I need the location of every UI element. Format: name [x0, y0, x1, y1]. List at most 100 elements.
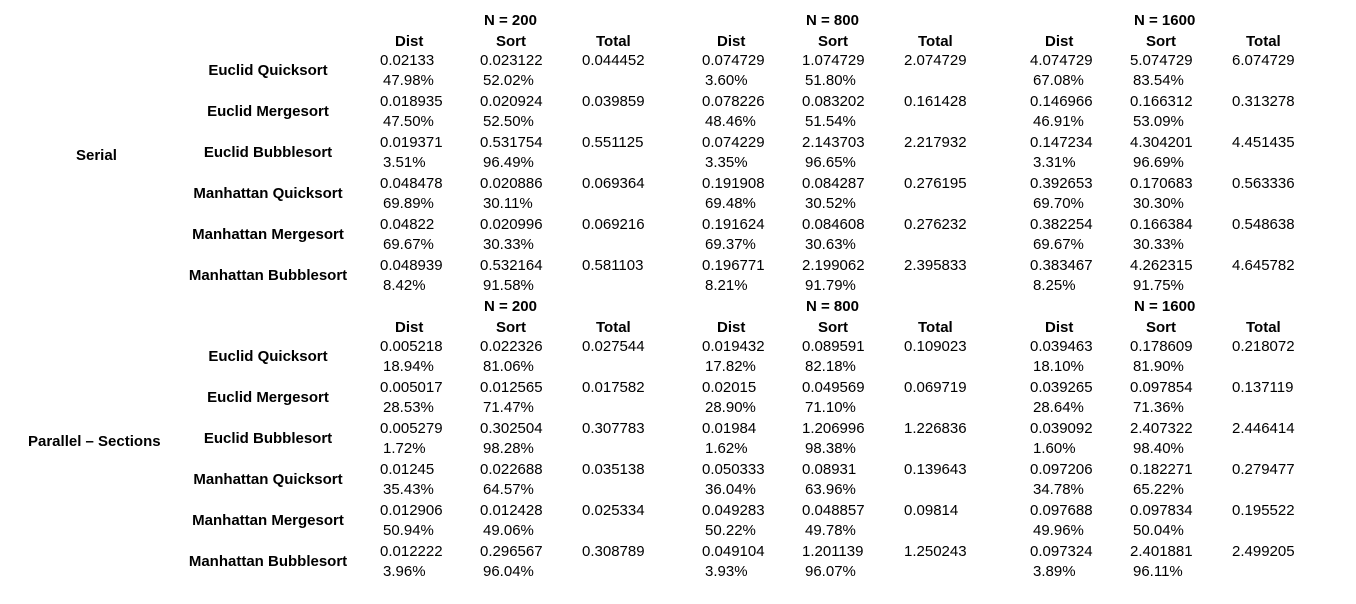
n-header: N = 1600 — [1134, 298, 1196, 315]
dist-percent: 67.08% — [1033, 72, 1084, 89]
sort-percent: 98.40% — [1133, 440, 1184, 457]
dist-value: 0.074729 — [702, 52, 765, 69]
sort-value: 0.012428 — [480, 502, 543, 519]
dist-value: 0.050333 — [702, 461, 765, 478]
sort-percent: 96.69% — [1133, 154, 1184, 171]
dist-percent: 8.25% — [1033, 277, 1076, 294]
dist-percent: 35.43% — [383, 481, 434, 498]
total-value: 0.044452 — [582, 52, 645, 69]
total-value: 0.069216 — [582, 216, 645, 233]
total-value: 1.226836 — [904, 420, 967, 437]
dist-percent: 18.10% — [1033, 358, 1084, 375]
row-label: Euclid Quicksort — [208, 348, 328, 365]
sort-percent: 96.65% — [805, 154, 856, 171]
dist-value: 0.019371 — [380, 134, 443, 151]
total-value: 0.218072 — [1232, 338, 1295, 355]
total-value: 0.09814 — [904, 502, 959, 519]
sort-value: 0.302504 — [480, 420, 543, 437]
dist-value: 0.049104 — [702, 543, 765, 560]
total-value: 2.217932 — [904, 134, 967, 151]
dist-percent: 3.35% — [705, 154, 748, 171]
total-value: 0.563336 — [1232, 175, 1295, 192]
sort-percent: 30.33% — [483, 236, 534, 253]
dist-percent: 1.62% — [705, 440, 748, 457]
sort-value: 2.143703 — [802, 134, 865, 151]
row-label: Euclid Bubblesort — [203, 430, 333, 447]
dist-percent: 47.50% — [383, 113, 434, 130]
dist-value: 0.048939 — [380, 257, 443, 274]
total-value: 2.499205 — [1232, 543, 1295, 560]
row-label: Manhattan Mergesort — [192, 226, 344, 243]
sort-percent: 52.50% — [483, 113, 534, 130]
dist-percent: 50.22% — [705, 522, 756, 539]
total-value: 0.581103 — [582, 257, 644, 274]
sort-value: 0.166312 — [1130, 93, 1193, 110]
sort-value: 0.089591 — [802, 338, 865, 355]
dist-percent: 46.91% — [1033, 113, 1084, 130]
n-header: N = 200 — [484, 298, 537, 315]
sort-value: 2.407322 — [1130, 420, 1193, 437]
dist-value: 0.147234 — [1030, 134, 1093, 151]
sort-percent: 91.79% — [805, 277, 856, 294]
dist-value: 0.196771 — [702, 257, 765, 274]
sort-header: Sort — [1146, 33, 1176, 50]
total-value: 0.035138 — [582, 461, 645, 478]
total-value: 0.139643 — [904, 461, 967, 478]
dist-value: 0.074229 — [702, 134, 765, 151]
dist-percent: 28.90% — [705, 399, 756, 416]
dist-value: 0.01245 — [380, 461, 435, 478]
sort-percent: 51.80% — [805, 72, 856, 89]
dist-percent: 8.42% — [383, 277, 426, 294]
sort-value: 4.304201 — [1130, 134, 1193, 151]
total-header: Total — [1246, 33, 1281, 50]
sort-header: Sort — [818, 33, 848, 50]
sort-percent: 96.04% — [483, 563, 534, 580]
row-label: Manhattan Bubblesort — [188, 553, 348, 570]
total-value: 6.074729 — [1232, 52, 1295, 69]
n-header: N = 800 — [806, 12, 859, 29]
sort-percent: 98.28% — [483, 440, 534, 457]
total-value: 0.276195 — [904, 175, 967, 192]
dist-value: 0.01984 — [702, 420, 757, 437]
sort-header: Sort — [1146, 319, 1176, 336]
sort-percent: 82.18% — [805, 358, 856, 375]
dist-percent: 3.89% — [1033, 563, 1076, 580]
dist-percent: 34.78% — [1033, 481, 1084, 498]
dist-value: 0.097688 — [1030, 502, 1093, 519]
dist-header: Dist — [717, 33, 746, 50]
total-value: 0.137119 — [1232, 379, 1294, 396]
sort-percent: 49.06% — [483, 522, 534, 539]
dist-percent: 28.64% — [1033, 399, 1084, 416]
sort-percent: 51.54% — [805, 113, 856, 130]
total-value: 1.250243 — [904, 543, 967, 560]
sort-value: 0.097834 — [1130, 502, 1193, 519]
sort-value: 4.262315 — [1130, 257, 1193, 274]
sort-value: 0.084287 — [802, 175, 865, 192]
sort-value: 1.201139 — [802, 543, 864, 560]
sort-value: 0.166384 — [1130, 216, 1193, 233]
dist-percent: 36.04% — [705, 481, 756, 498]
total-header: Total — [1246, 319, 1281, 336]
dist-value: 0.097324 — [1030, 543, 1093, 560]
dist-value: 0.039463 — [1030, 338, 1093, 355]
group-label: Serial — [76, 147, 117, 164]
dist-percent: 8.21% — [705, 277, 748, 294]
sort-value: 0.531754 — [480, 134, 543, 151]
sort-percent: 96.07% — [805, 563, 856, 580]
n-header: N = 200 — [484, 12, 537, 29]
sort-value: 0.020886 — [480, 175, 543, 192]
row-label: Manhattan Bubblesort — [188, 267, 348, 284]
sort-value: 0.023122 — [480, 52, 543, 69]
sort-percent: 30.30% — [1133, 195, 1184, 212]
total-value: 0.195522 — [1232, 502, 1295, 519]
sort-percent: 30.63% — [805, 236, 856, 253]
sort-value: 0.182271 — [1130, 461, 1193, 478]
sort-percent: 64.57% — [483, 481, 534, 498]
sort-percent: 30.11% — [483, 195, 533, 212]
dist-percent: 1.60% — [1033, 440, 1076, 457]
dist-value: 0.005017 — [380, 379, 443, 396]
dist-value: 0.097206 — [1030, 461, 1093, 478]
total-value: 0.276232 — [904, 216, 967, 233]
sort-value: 0.178609 — [1130, 338, 1193, 355]
row-label: Manhattan Quicksort — [193, 471, 343, 488]
